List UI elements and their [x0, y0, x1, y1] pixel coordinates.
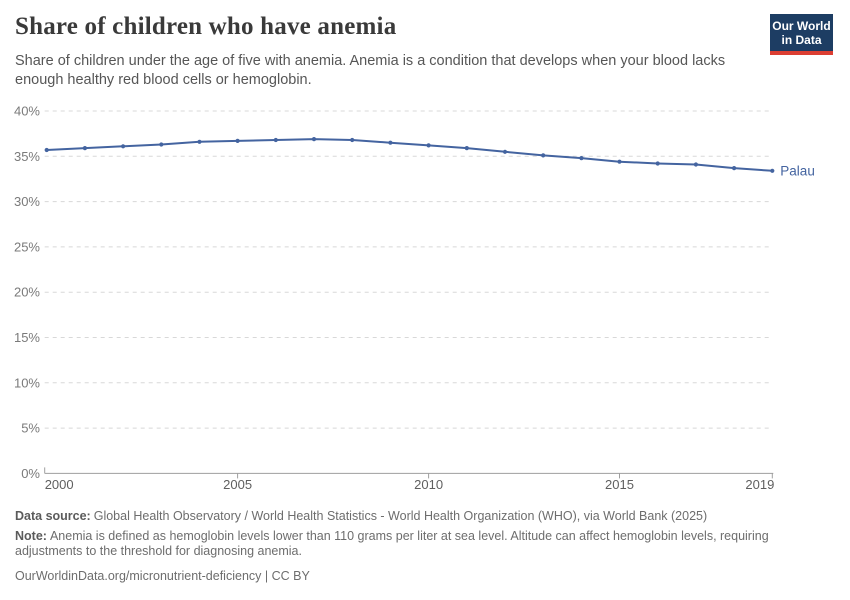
data-point-2009[interactable] — [388, 140, 393, 145]
data-point-2001[interactable] — [82, 146, 87, 151]
y-axis-label-25: 25% — [14, 239, 40, 254]
data-point-2004[interactable] — [197, 139, 202, 144]
data-point-2007[interactable] — [311, 137, 317, 142]
chart-subtitle: Share of children under the age of five … — [15, 53, 726, 88]
y-axis-label-10: 10% — [14, 375, 40, 390]
logo-line1: Our World — [772, 19, 831, 33]
series-line-palau[interactable] — [45, 138, 774, 172]
anemia-line-chart[interactable]: 0% 5% 10% 15% 20% 25% 30% 35% 40% 2000 2005 2010 201… — [0, 95, 850, 500]
data-point-2011[interactable] — [464, 146, 469, 151]
owid-logo-text: Our World in Data — [770, 14, 833, 51]
x-axis-label-2000: 2000 — [45, 477, 74, 492]
chart-footer: Data source: Global Health Observatory / … — [15, 509, 817, 588]
data-point-2016[interactable] — [655, 161, 660, 166]
x-axis-label-2005: 2005 — [223, 477, 252, 492]
data-point-2008[interactable] — [350, 137, 355, 143]
logo-line2: in Data — [781, 33, 822, 47]
y-axis-label-5: 5% — [21, 421, 40, 436]
data-point-2000[interactable] — [44, 147, 49, 153]
owid-logo: Our World in Data — [770, 14, 833, 55]
data-point-2018[interactable] — [732, 166, 737, 171]
x-axis-label-2015: 2015 — [605, 477, 634, 492]
note-line: Note: Anemia is defined as hemoglobin lev… — [15, 529, 817, 560]
entity-label: Palau — [780, 163, 815, 178]
data-point-2014[interactable] — [579, 156, 584, 161]
x-axis-label-2010: 2010 — [414, 477, 443, 492]
logo-red-bar — [770, 51, 833, 55]
page-title: Share of children who have anemia — [15, 13, 397, 40]
y-axis-label-35: 35% — [14, 149, 40, 164]
data-point-2019[interactable] — [770, 168, 775, 173]
data-point-2002[interactable] — [121, 144, 126, 149]
y-axis-label-30: 30% — [14, 194, 40, 209]
y-axis-label-20: 20% — [14, 285, 40, 300]
data-source-text: Global Health Observatory / World Health… — [93, 509, 708, 523]
data-source-label: Data source: — [15, 509, 91, 523]
data-point-2013[interactable] — [541, 153, 546, 158]
x-axis-label-2019: 2019 — [745, 477, 774, 492]
y-axis-label-15: 15% — [14, 330, 40, 345]
y-axis-label-40: 40% — [14, 104, 40, 119]
data-point-2012[interactable] — [502, 149, 508, 154]
data-source-line: Data source: Global Health Observatory / … — [15, 509, 817, 525]
y-axis-label-0: 0% — [21, 466, 40, 481]
data-point-2006[interactable] — [273, 137, 278, 143]
note-text: Anemia is defined as hemoglobin levels l… — [15, 528, 769, 559]
owid-url-link[interactable]: OurWorldinData.org/micronutrient-deficie… — [15, 568, 310, 583]
data-point-2003[interactable] — [159, 142, 164, 147]
note-label: Note: — [15, 528, 47, 543]
data-point-2010[interactable] — [426, 143, 431, 148]
data-point-2015[interactable] — [617, 159, 622, 164]
data-point-2005[interactable] — [235, 138, 240, 143]
data-point-2017[interactable] — [693, 162, 699, 167]
